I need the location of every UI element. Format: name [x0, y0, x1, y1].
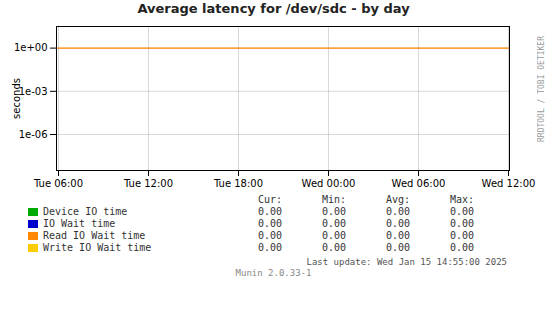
- svg-text:Wed 00:00: Wed 00:00: [302, 178, 356, 189]
- html-text:Min:: Min:: [321, 194, 346, 205]
- html-text:0.00: 0.00: [321, 242, 346, 253]
- svg-text:1e-06: 1e-06: [19, 129, 48, 140]
- html-text:0.00: 0.00: [449, 206, 474, 217]
- html-text:Cur:: Cur:: [257, 194, 282, 205]
- html-text:0.00: 0.00: [321, 206, 346, 217]
- html-text:0.00: 0.00: [449, 230, 474, 241]
- svg-text:1e-03: 1e-03: [19, 86, 48, 97]
- svg-text:Tue 12:00: Tue 12:00: [123, 178, 173, 189]
- html-text:Avg:: Avg:: [385, 194, 410, 205]
- html-text:Read IO Wait time: Read IO Wait time: [43, 230, 146, 241]
- svg-text:seconds: seconds: [11, 78, 22, 119]
- html-text:0.00: 0.00: [321, 230, 346, 241]
- html-text:Munin 2.0.33-1: Munin 2.0.33-1: [235, 268, 312, 278]
- html-text:0.00: 0.00: [257, 218, 282, 229]
- html-text:0.00: 0.00: [449, 242, 474, 253]
- html-text:RRDTOOL / TOBI OETIKER: RRDTOOL / TOBI OETIKER: [537, 36, 546, 142]
- html-text:0.00: 0.00: [385, 242, 410, 253]
- html-text:0.00: 0.00: [385, 206, 410, 217]
- html-text:0.00: 0.00: [385, 230, 410, 241]
- html-text:0.00: 0.00: [321, 218, 346, 229]
- svg-text:1e+00: 1e+00: [14, 42, 48, 53]
- svg-text:Tue 06:00: Tue 06:00: [33, 178, 83, 189]
- svg-text:Wed 06:00: Wed 06:00: [392, 178, 446, 189]
- html-text:0.00: 0.00: [257, 206, 282, 217]
- html-text:Last update: Wed Jan 15 14:55:: Last update: Wed Jan 15 14:55:00 2025: [306, 257, 507, 267]
- html-text:0.00: 0.00: [385, 218, 410, 229]
- html-text:Write IO Wait time: Write IO Wait time: [43, 242, 152, 253]
- svg-text:Tue 18:00: Tue 18:00: [213, 178, 263, 189]
- html-text:Max:: Max:: [449, 194, 474, 205]
- html-text:0.00: 0.00: [257, 230, 282, 241]
- html-text:0.00: 0.00: [449, 218, 474, 229]
- html-text:Device IO time: Device IO time: [43, 206, 128, 217]
- html-text:Average latency for /dev/sdc -: Average latency for /dev/sdc - by day: [137, 1, 410, 16]
- svg-text:Wed 12:00: Wed 12:00: [482, 178, 536, 189]
- html-text:0.00: 0.00: [257, 242, 282, 253]
- html-text:IO Wait time: IO Wait time: [43, 218, 116, 229]
